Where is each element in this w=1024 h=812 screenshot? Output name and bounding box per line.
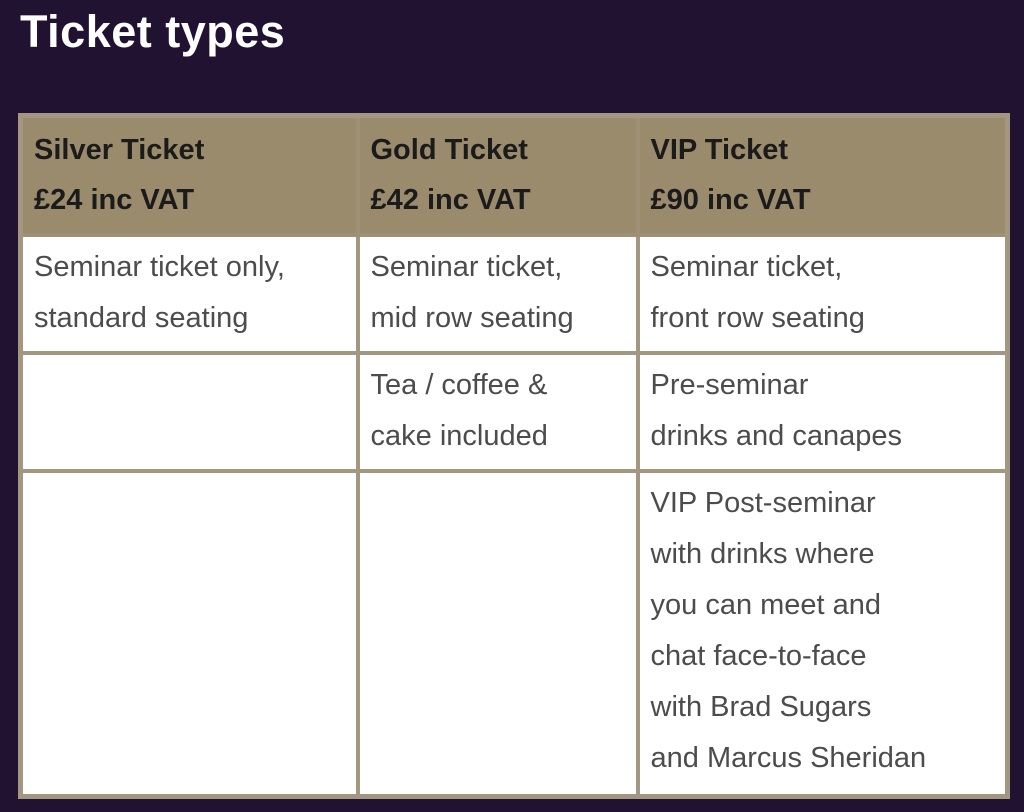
table-header-row: Silver Ticket £24 inc VAT Gold Ticket £4… xyxy=(18,113,1010,237)
page-title: Ticket types xyxy=(20,6,286,57)
cell-vip-post-seminar: VIP Post-seminar with drinks where you c… xyxy=(635,468,1010,799)
cell-gold-seminar: Seminar ticket, mid row seating xyxy=(355,232,640,355)
cell-silver-extras-empty xyxy=(18,468,360,799)
header-cell-silver-ticket: Silver Ticket £24 inc VAT xyxy=(18,113,360,237)
header-cell-vip-ticket: VIP Ticket £90 inc VAT xyxy=(635,113,1010,237)
table-row: VIP Post-seminar with drinks where you c… xyxy=(18,468,1010,799)
cell-vip-seminar: Seminar ticket, front row seating xyxy=(635,232,1010,355)
cell-silver-seminar: Seminar ticket only, standard seating xyxy=(18,232,360,355)
cell-gold-refreshments: Tea / coffee & cake included xyxy=(355,350,640,473)
header-cell-gold-ticket: Gold Ticket £42 inc VAT xyxy=(355,113,640,237)
table-row: Seminar ticket only, standard seating Se… xyxy=(18,232,1010,355)
cell-silver-refreshments-empty xyxy=(18,350,360,473)
cell-gold-extras-empty xyxy=(355,468,640,799)
cell-vip-refreshments: Pre-seminar drinks and canapes xyxy=(635,350,1010,473)
ticket-types-table: Silver Ticket £24 inc VAT Gold Ticket £4… xyxy=(18,113,1010,799)
table-row: Tea / coffee & cake included Pre-seminar… xyxy=(18,350,1010,473)
